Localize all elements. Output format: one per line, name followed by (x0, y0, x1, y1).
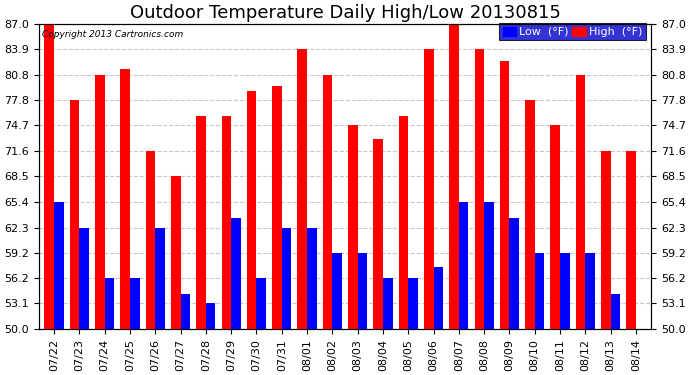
Bar (585, 253, 595, 329)
Bar (297, 49, 307, 329)
Bar (627, 151, 636, 329)
Bar (433, 267, 443, 329)
Text: Copyright 2013 Cartronics.com: Copyright 2013 Cartronics.com (42, 30, 184, 39)
Bar (105, 278, 115, 329)
Bar (357, 253, 367, 329)
Bar (551, 125, 560, 329)
Bar (424, 49, 433, 329)
Bar (525, 100, 535, 329)
Bar (575, 75, 585, 329)
Bar (307, 228, 317, 329)
Bar (484, 202, 494, 329)
Bar (146, 151, 155, 329)
Bar (44, 24, 54, 329)
Bar (130, 278, 139, 329)
Bar (155, 228, 165, 329)
Bar (475, 49, 484, 329)
Bar (95, 75, 105, 329)
Bar (221, 116, 231, 329)
Bar (257, 278, 266, 329)
Bar (247, 92, 257, 329)
Bar (408, 278, 418, 329)
Bar (171, 176, 181, 329)
Bar (500, 61, 509, 329)
Bar (333, 253, 342, 329)
Legend: Low  (°F), High  (°F): Low (°F), High (°F) (500, 23, 646, 40)
Bar (120, 69, 130, 329)
Bar (535, 253, 544, 329)
Bar (206, 303, 215, 329)
Bar (54, 202, 63, 329)
Bar (373, 139, 383, 329)
Bar (181, 294, 190, 329)
Bar (383, 278, 393, 329)
Title: Outdoor Temperature Daily High/Low 20130815: Outdoor Temperature Daily High/Low 20130… (130, 4, 560, 22)
Bar (196, 116, 206, 329)
Bar (79, 228, 89, 329)
Bar (611, 294, 620, 329)
Bar (459, 202, 469, 329)
Bar (272, 86, 282, 329)
Bar (282, 228, 291, 329)
Bar (231, 217, 241, 329)
Bar (560, 253, 570, 329)
Bar (323, 75, 333, 329)
Bar (348, 125, 357, 329)
Bar (70, 100, 79, 329)
Bar (449, 24, 459, 329)
Bar (509, 217, 519, 329)
Bar (601, 151, 611, 329)
Bar (399, 116, 408, 329)
